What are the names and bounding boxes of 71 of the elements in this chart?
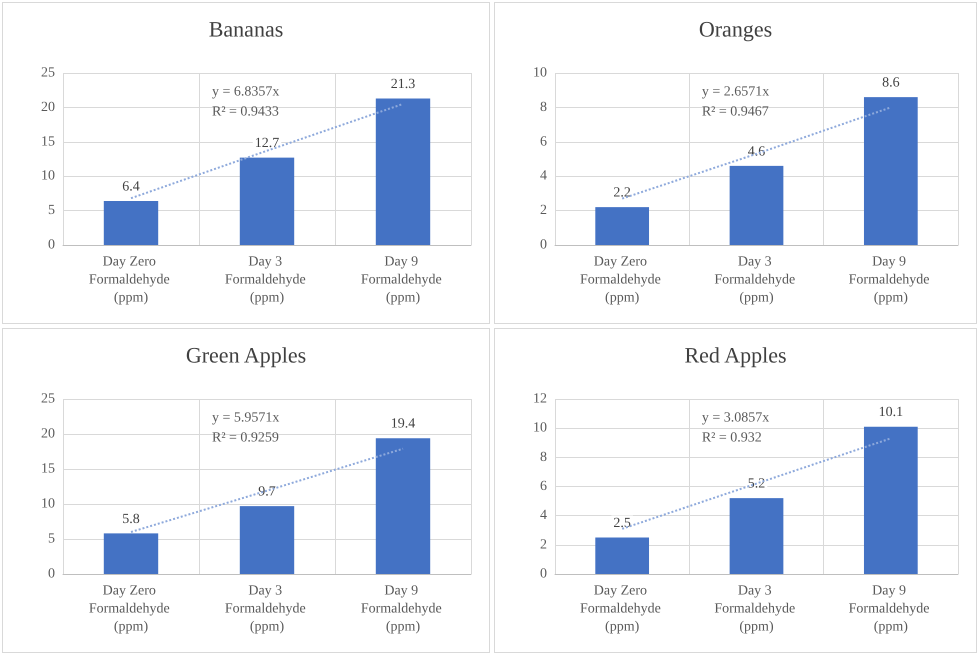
y-tick-label: 0 [540, 238, 547, 252]
data-label: 10.1 [878, 405, 904, 420]
y-tick-label: 4 [540, 508, 547, 524]
bar [104, 533, 158, 574]
data-label: 8.6 [882, 76, 900, 91]
x-tick-label: Day 3 Formaldehyde (ppm) [224, 254, 310, 306]
x-tick-label: Day Zero Formaldehyde (ppm) [580, 584, 664, 634]
y-tick-label: 20 [41, 100, 55, 115]
y-tick-label: 6 [540, 479, 547, 494]
x-tick-label: Day 9 Formaldehyde (ppm) [360, 254, 446, 306]
data-label: 5.8 [122, 512, 140, 527]
y-tick-label: 10 [41, 168, 55, 184]
bar [864, 426, 918, 574]
x-tick-label: Day Zero Formaldehyde (ppm) [580, 254, 664, 306]
x-tick-label: Day 3 Formaldehyde (ppm) [714, 254, 799, 306]
data-label: 2.2 [613, 186, 631, 201]
y-tick-label: 0 [48, 566, 55, 582]
annotation: y = 5.9571x [212, 410, 280, 426]
bar [730, 498, 784, 574]
y-tick-label: 8 [540, 100, 547, 115]
y-tick-label: 2 [540, 203, 547, 218]
data-label: 9.7 [258, 484, 276, 500]
annotation: y = 2.6571x [702, 84, 770, 100]
y-tick-label: 10 [533, 66, 547, 80]
y-tick-label: 25 [41, 66, 55, 80]
annotation: y = 6.8357x [212, 84, 280, 100]
y-tick-label: 2 [540, 537, 547, 552]
chart-title: Bananas [208, 16, 284, 42]
chart-title: Oranges [698, 16, 772, 42]
data-label: 19.4 [390, 416, 416, 432]
data-label: 2.5 [613, 516, 631, 532]
annotation: R² = 0.9467 [702, 104, 769, 120]
annotation: y = 3.0857x [702, 410, 770, 426]
bar [595, 538, 650, 574]
x-tick-label: Day 9 Formaldehyde (ppm) [360, 584, 446, 634]
y-tick-label: 15 [41, 462, 55, 476]
y-tick-label: 20 [41, 426, 55, 442]
y-tick-label: 0 [48, 238, 55, 252]
data-label: 12.7 [254, 136, 280, 152]
data-label: 6.4 [122, 179, 140, 194]
y-tick-label: 12 [533, 392, 547, 406]
bar [730, 166, 784, 245]
x-tick-label: Day Zero Formaldehyde (ppm) [88, 584, 174, 634]
y-tick-label: 10 [41, 496, 55, 512]
annotation: R² = 0.9259 [212, 430, 279, 446]
bar [240, 506, 294, 574]
chart-title: Red Apples [684, 342, 787, 368]
x-tick-label: Day Zero Formaldehyde (ppm) [88, 254, 174, 306]
y-tick-label: 0 [540, 566, 547, 582]
chart-title: Green Apples [186, 342, 306, 368]
x-tick-label: Day 3 Formaldehyde (ppm) [714, 584, 799, 634]
bar [864, 97, 918, 245]
y-tick-label: 6 [540, 134, 547, 150]
bar [240, 158, 294, 245]
y-tick-label: 25 [41, 392, 55, 406]
annotation: R² = 0.9433 [212, 104, 279, 120]
y-tick-label: 5 [48, 203, 55, 218]
y-tick-label: 4 [540, 168, 547, 184]
bar [595, 207, 650, 245]
annotation: R² = 0.932 [702, 430, 762, 446]
data-label: 21.3 [390, 76, 416, 92]
y-tick-label: 10 [533, 420, 547, 436]
bar [104, 200, 158, 245]
x-tick-label: Day 9 Formaldehyde (ppm) [848, 254, 934, 306]
y-tick-label: 15 [41, 134, 55, 150]
x-tick-label: Day 9 Formaldehyde (ppm) [848, 584, 934, 634]
bar [376, 438, 430, 574]
bar [376, 98, 430, 245]
y-tick-label: 8 [540, 450, 547, 465]
x-tick-label: Day 3 Formaldehyde (ppm) [224, 584, 310, 634]
y-tick-label: 5 [48, 532, 55, 546]
